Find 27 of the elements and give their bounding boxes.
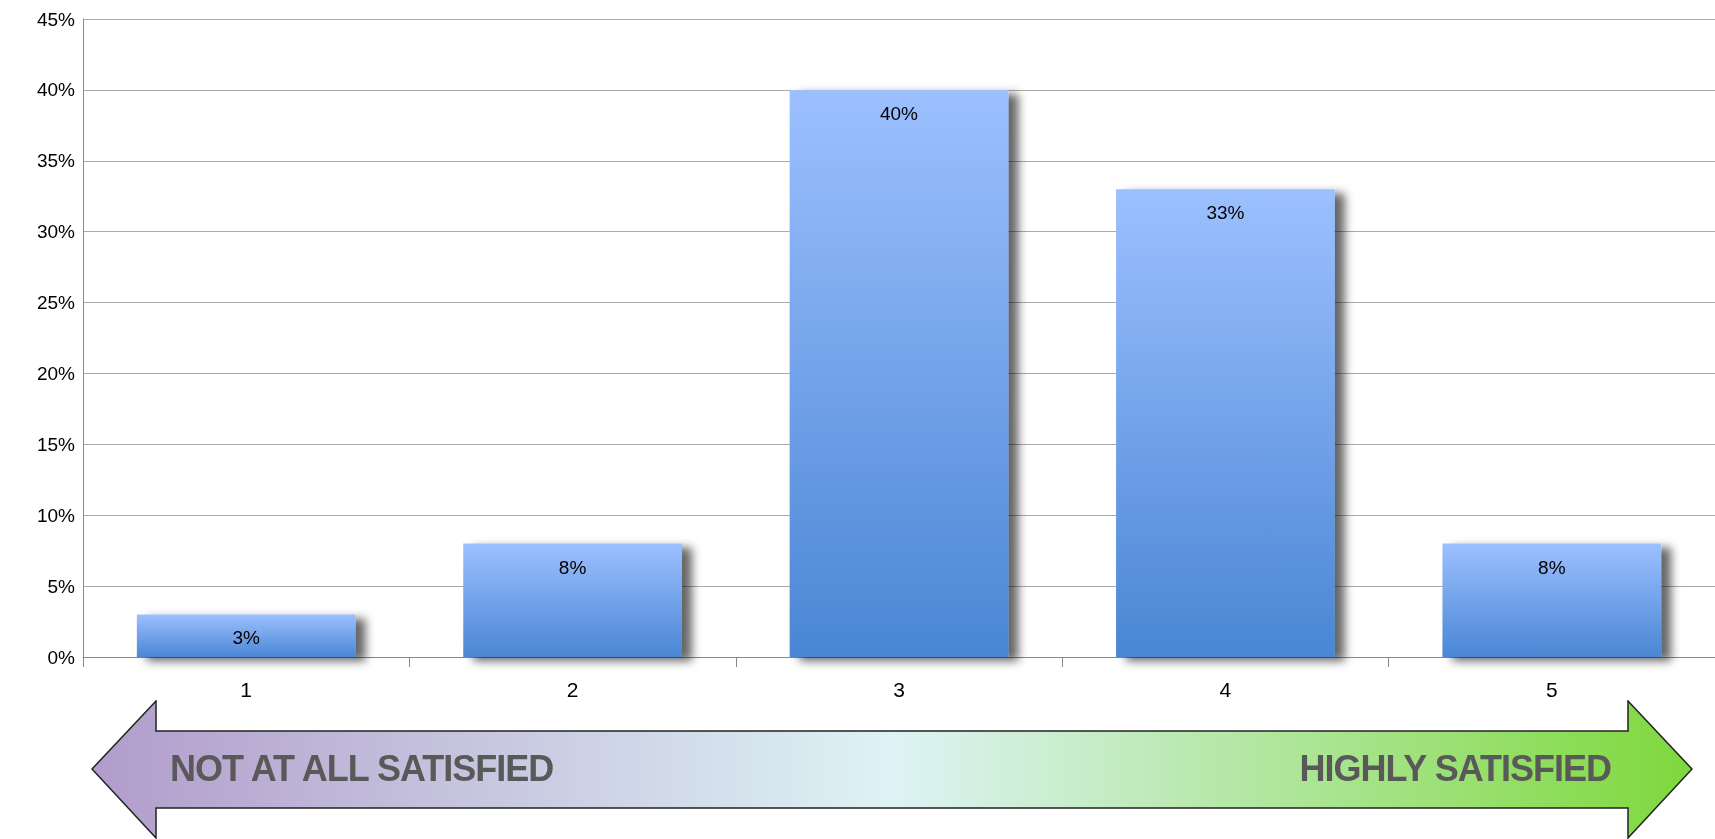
y-tick-label: 25% [36, 292, 76, 314]
y-tick-label: 35% [36, 150, 76, 172]
data-label: 33% [1206, 202, 1245, 224]
x-tick-label: 1 [240, 678, 253, 701]
bar [789, 89, 1009, 657]
data-label: 3% [232, 627, 261, 649]
text: HIGHLY SATISFIED [1299, 748, 1611, 790]
bar [136, 614, 356, 657]
y-tick-label: 15% [36, 433, 76, 455]
data-label: 40% [879, 102, 919, 124]
y-tick-label: 10% [36, 504, 76, 526]
y-tick-label: 20% [36, 362, 76, 384]
x-tick-label: 4 [1219, 678, 1232, 701]
y-tick-label: 5% [47, 575, 76, 597]
text: NOT AT ALL SATISFIED [170, 748, 554, 790]
y-tick-label: 30% [36, 221, 76, 243]
y-tick-label: 0% [47, 646, 76, 668]
x-tick-label: 3 [893, 678, 905, 701]
bar [463, 543, 682, 657]
bar [1116, 189, 1335, 657]
data-label: 8% [558, 556, 587, 578]
x-tick-label: 2 [566, 678, 579, 701]
data-label: 8% [1538, 556, 1566, 578]
bar [1442, 543, 1662, 657]
y-tick-label: 40% [36, 79, 76, 101]
x-tick-label: 5 [1545, 678, 1558, 701]
y-tick-label: 45% [36, 8, 76, 30]
